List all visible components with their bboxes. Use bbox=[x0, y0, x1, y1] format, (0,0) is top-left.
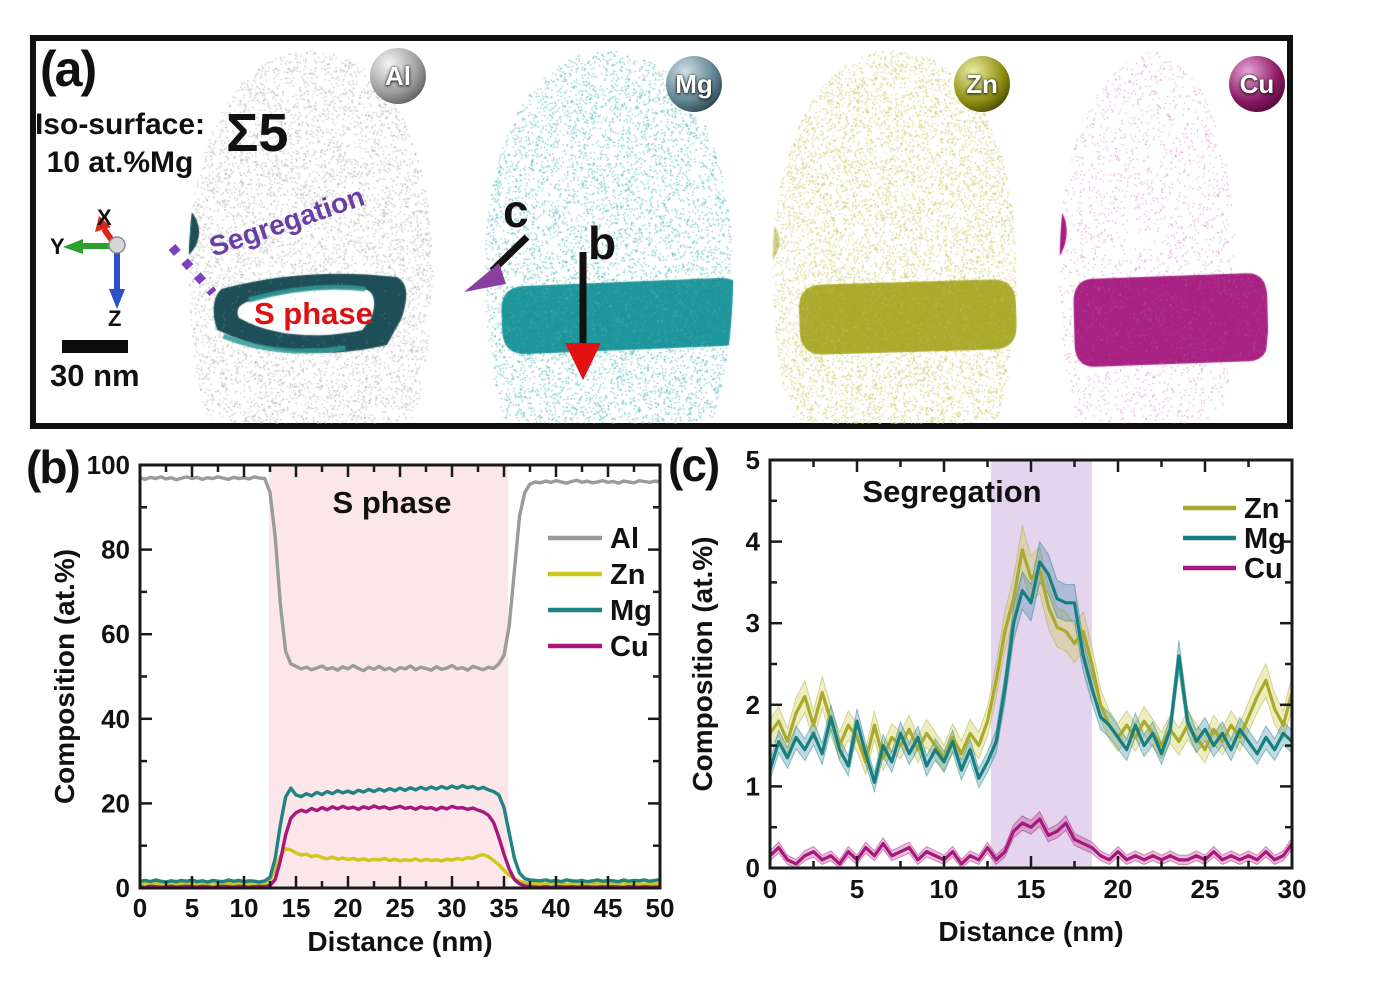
x-tick-label-b: 15 bbox=[282, 893, 311, 923]
element-badge-cu: Cu bbox=[1229, 56, 1285, 112]
y-tick-label-c: 1 bbox=[746, 771, 760, 801]
x-tick-label-c: 20 bbox=[1104, 874, 1133, 904]
panel-b-label: (b) bbox=[26, 441, 81, 493]
chart-b: 0 5 10 15 20 25 30 35 40 45 50 0 20 40 60 80 100 S phase D… bbox=[49, 450, 674, 957]
x-tick-label-b: 0 bbox=[133, 893, 147, 923]
x-tick-label-b: 25 bbox=[386, 893, 415, 923]
x-tick-label-c: 10 bbox=[930, 874, 959, 904]
arrow-c-label: c bbox=[503, 185, 529, 237]
arrow-b-label: b bbox=[588, 217, 617, 269]
y-tick-label-b: 0 bbox=[116, 873, 130, 903]
x-tick-label-c: 0 bbox=[763, 874, 777, 904]
element-badge-cu-label: Cu bbox=[1239, 68, 1275, 99]
triad-x-label: X bbox=[97, 205, 112, 230]
y-tick-label-c: 5 bbox=[746, 445, 760, 475]
y-tick-label-b: 60 bbox=[101, 619, 130, 649]
triad-z-label: Z bbox=[108, 306, 122, 331]
y-axis-title-c: Composition (at.%) bbox=[687, 536, 718, 791]
x-tick-label-b: 45 bbox=[594, 893, 623, 923]
ticks-b bbox=[138, 463, 662, 890]
band-mg-c bbox=[771, 540, 1291, 794]
apt-tip-al bbox=[168, 42, 456, 424]
triad-z-arrowhead bbox=[109, 289, 125, 309]
triad-origin-ball bbox=[108, 236, 126, 254]
y-tick-label-b: 20 bbox=[101, 788, 130, 818]
y-tick-label-c: 3 bbox=[746, 608, 760, 638]
ticks-c bbox=[768, 458, 1294, 870]
x-tick-label-c: 5 bbox=[850, 874, 864, 904]
x-tick-label-b: 35 bbox=[490, 893, 519, 923]
arrow-c bbox=[464, 234, 530, 292]
shaded-region-b bbox=[268, 465, 509, 888]
chart-title-c: Segregation bbox=[862, 474, 1041, 509]
y-tick-label-b: 100 bbox=[87, 450, 130, 480]
triad-x-arrowhead bbox=[95, 216, 111, 232]
sigma5-label: Σ5 bbox=[226, 103, 289, 163]
s-phase-label: S phase bbox=[254, 296, 373, 331]
panel-a-label: (a) bbox=[40, 41, 97, 97]
arrow-b-head bbox=[565, 343, 601, 380]
element-badge-zn-label: Zn bbox=[966, 68, 998, 99]
series-mg-b bbox=[141, 783, 659, 884]
legend-label-zn-c: Zn bbox=[1244, 493, 1279, 525]
y-tick-label-b: 40 bbox=[101, 704, 130, 734]
iso-surface-line2: 10 at.%Mg bbox=[46, 146, 194, 179]
legend-label-al-b: Al bbox=[610, 523, 639, 555]
element-badge-al-label: Al bbox=[385, 60, 411, 91]
element-badge-mg: Mg bbox=[666, 56, 722, 112]
y-tick-label-b: 80 bbox=[101, 535, 130, 565]
triad-y-label: Y bbox=[50, 234, 65, 259]
x-tick-label-b: 40 bbox=[542, 893, 571, 923]
legend-label-cu-b: Cu bbox=[610, 631, 649, 663]
x-tick-label-c: 15 bbox=[1017, 874, 1046, 904]
element-badge-al: Al bbox=[370, 48, 426, 104]
legend-label-cu-c: Cu bbox=[1244, 553, 1283, 585]
x-tick-label-b: 20 bbox=[334, 893, 363, 923]
arrow-c-head bbox=[464, 263, 506, 292]
scale-bar bbox=[62, 340, 128, 353]
axis-triad bbox=[63, 216, 126, 309]
series-zn-b bbox=[141, 846, 659, 886]
legend-label-mg-c: Mg bbox=[1244, 523, 1286, 555]
x-tick-label-c: 30 bbox=[1278, 874, 1307, 904]
element-badge-mg-label: Mg bbox=[675, 68, 713, 99]
series-zn-c bbox=[771, 548, 1291, 764]
chart-c: 0 5 10 15 20 25 30 0 1 2 3 4 5 Segregation Distance (n… bbox=[687, 445, 1306, 947]
x-axis-title-b: Distance (nm) bbox=[307, 926, 492, 957]
panel-c-label: (c) bbox=[668, 439, 720, 491]
legend-label-zn-b: Zn bbox=[610, 559, 645, 591]
y-tick-label-c: 2 bbox=[746, 690, 760, 720]
x-axis-title-c: Distance (nm) bbox=[938, 916, 1123, 947]
legend-b: Al Zn Mg Cu bbox=[548, 523, 652, 663]
x-tick-label-b: 5 bbox=[185, 893, 199, 923]
x-tick-label-b: 30 bbox=[438, 893, 467, 923]
x-tick-label-c: 25 bbox=[1191, 874, 1220, 904]
y-tick-label-c: 4 bbox=[746, 527, 761, 557]
segregation-dashed-line bbox=[168, 244, 217, 296]
x-tick-label-b: 10 bbox=[230, 893, 259, 923]
series-al-b bbox=[141, 475, 659, 673]
y-axis-title-b: Composition (at.%) bbox=[49, 549, 80, 804]
chart-title-b: S phase bbox=[333, 485, 452, 520]
scale-bar-label: 30 nm bbox=[50, 358, 140, 393]
x-tick-label-b: 50 bbox=[646, 893, 675, 923]
iso-surface-line1: Iso-surface: bbox=[34, 108, 206, 141]
triad-y-arrowhead bbox=[63, 239, 83, 254]
element-badge-zn: Zn bbox=[954, 56, 1010, 112]
arrow-b bbox=[565, 252, 601, 380]
iso-surface-caption: Iso-surface: 10 at.%Mg bbox=[30, 106, 210, 182]
series-mg-c bbox=[771, 560, 1291, 784]
legend-label-mg-b: Mg bbox=[610, 595, 652, 627]
y-tick-label-c: 0 bbox=[746, 853, 760, 883]
